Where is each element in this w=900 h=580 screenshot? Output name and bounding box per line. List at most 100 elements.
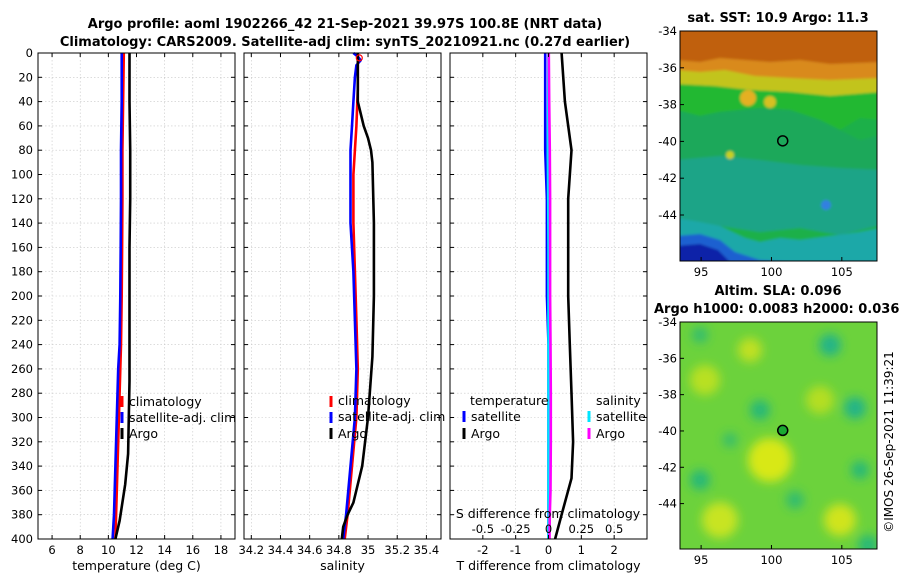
s-difference-tick-label: -0.25 [501, 522, 531, 536]
y-tick-label: 220 [11, 313, 33, 327]
x-tick-label: 2 [611, 543, 618, 557]
y-tick-label: 380 [11, 508, 33, 522]
x-tick-label: 18 [214, 543, 229, 557]
s-difference-tick-label: 0.5 [605, 522, 623, 536]
s-difference-tick-labels: -0.5 -0.25 0 0.25 0.5 [472, 522, 624, 536]
x-tick-label: 35 [361, 543, 376, 557]
figure-title-line2: Climatology: CARS2009. Satellite-adj cli… [60, 35, 630, 50]
legend-header-salinity: salinity [596, 393, 641, 408]
figure-title-line1: Argo profile: aoml 1902266_42 21-Sep-202… [88, 17, 602, 32]
map-x-tick-label: 105 [831, 553, 853, 567]
x-tick-label: 16 [185, 543, 200, 557]
x-tick-label: 10 [101, 543, 116, 557]
y-tick-label: 120 [11, 192, 33, 206]
x-tick-label: 34.4 [268, 543, 294, 557]
x-tick-label: 34.8 [326, 543, 352, 557]
legend-label-argo: Argo [129, 426, 158, 441]
y-tick-label: 360 [11, 483, 33, 497]
map-x-tick-label: 100 [760, 553, 782, 567]
y-tick-label: 300 [11, 411, 33, 425]
map-y-tick-label: -36 [658, 61, 677, 75]
series-line-climatology [343, 53, 360, 540]
series-line-climatology [114, 52, 126, 540]
legend-label-satellite: satellite-adj. clim [338, 409, 445, 424]
legend-label-climatology: climatology [129, 394, 202, 409]
y-tick-label: 320 [11, 435, 33, 449]
s-difference-tick-label: 0.25 [569, 522, 595, 536]
x-tick-label: 6 [48, 543, 55, 557]
sla-map-title-line2: Argo h1000: 0.0083 h2000: 0.036 [654, 302, 899, 317]
y-tick-label: 240 [11, 338, 33, 352]
legend-label-s-satellite: satellite [596, 409, 646, 424]
x-axis-label: salinity [320, 558, 365, 573]
map-x-tick-label: 105 [831, 265, 853, 279]
y-tick-label: 280 [11, 386, 33, 400]
s-difference-tick-label: -0.5 [472, 522, 494, 536]
map-x-tick-label: 100 [760, 265, 782, 279]
y-tick-label: 0 [26, 46, 33, 60]
map-y-tick-label: -44 [658, 497, 677, 511]
sst-map-image [680, 31, 877, 261]
salinity-profile-panel: 34.2 34.4 34.6 34.8 35 35.2 35.4 salinity [238, 51, 442, 573]
x-tick-label: 12 [129, 543, 144, 557]
sla-map-frame [679, 321, 878, 550]
series-line-satellite-adj-clim [111, 53, 123, 540]
x-tick-label: 35.4 [414, 543, 440, 557]
legend-header-temperature: temperature [470, 393, 549, 408]
s-difference-axis-label: S difference from climatology [456, 506, 641, 521]
map-y-tick-label: -36 [658, 351, 677, 365]
map-y-tick-label: -38 [658, 388, 677, 402]
difference-legend: temperature salinity satellite Argo sate… [462, 393, 646, 441]
legend-label-s-argo: Argo [596, 426, 625, 441]
sst-map-axes: 95 100 105 -34 -36 -38 -40 -42 -44 [658, 24, 853, 279]
sla-map-title-line1: Altim. SLA: 0.096 [715, 284, 842, 299]
x-axis-label: temperature (deg C) [72, 558, 201, 573]
salinity-legend: climatology satellite-adj. clim Argo [329, 393, 445, 441]
map-y-tick-label: -34 [658, 315, 677, 329]
sla-map-axes: 95 100 105 -34 -36 -38 -40 -42 -44 [658, 315, 853, 567]
argo-location-marker [776, 424, 789, 437]
y-tick-label: 60 [18, 119, 33, 133]
x-tick-label: 8 [77, 543, 84, 557]
map-x-tick-label: 95 [694, 265, 709, 279]
y-tick-label: 340 [11, 459, 33, 473]
imos-timestamp-watermark: ©IMOS 26-Sep-2021 11:39:21 [882, 351, 896, 533]
legend-label-t-satellite: satellite [471, 409, 521, 424]
y-tick-label: 20 [18, 70, 33, 84]
series-line-s-argo [547, 52, 553, 540]
surface-marker [355, 54, 363, 62]
x-tick-label: 35.2 [384, 543, 410, 557]
y-tick-label: 400 [11, 532, 33, 546]
map-y-tick-label: -44 [658, 208, 677, 222]
map-y-tick-label: -38 [658, 98, 677, 112]
sst-map-title: sat. SST: 10.9 Argo: 11.3 [687, 11, 868, 26]
y-tick-label: 100 [11, 168, 33, 182]
x-tick-label: -2 [477, 543, 488, 557]
series-line-t-argo [553, 52, 575, 540]
x-tick-label: 14 [157, 543, 172, 557]
series-line-argo [114, 53, 132, 540]
x-axis-label: T difference from climatology [455, 558, 641, 573]
x-tick-label: 1 [578, 543, 585, 557]
x-tick-label: 34.6 [297, 543, 323, 557]
y-tick-label: 40 [18, 95, 33, 109]
map-x-tick-label: 95 [694, 553, 709, 567]
y-tick-label: 140 [11, 216, 33, 230]
series-line-argo [340, 53, 376, 540]
x-tick-label: -1 [510, 543, 521, 557]
map-y-tick-label: -42 [658, 460, 677, 474]
map-y-tick-label: -34 [658, 24, 677, 38]
temperature-profile-panel: 6 8 10 12 14 16 18 temperature (deg C) 0 20 40 60 80… [11, 46, 236, 573]
series-line-s-satellite [546, 52, 550, 539]
map-y-tick-label: -40 [658, 134, 677, 148]
x-tick-label: 34.2 [238, 543, 264, 557]
y-tick-label: 260 [11, 362, 33, 376]
map-y-tick-label: -40 [658, 424, 677, 438]
sla-map-image [680, 322, 877, 549]
temperature-legend: climatology satellite-adj. clim Argo [120, 394, 236, 441]
legend-label-satellite: satellite-adj. clim [129, 410, 236, 425]
difference-profile-panel: -2 -1 0 1 2T difference from climatology [449, 52, 648, 573]
s-difference-tick-label: 0 [545, 522, 552, 536]
legend-label-argo: Argo [338, 426, 367, 441]
